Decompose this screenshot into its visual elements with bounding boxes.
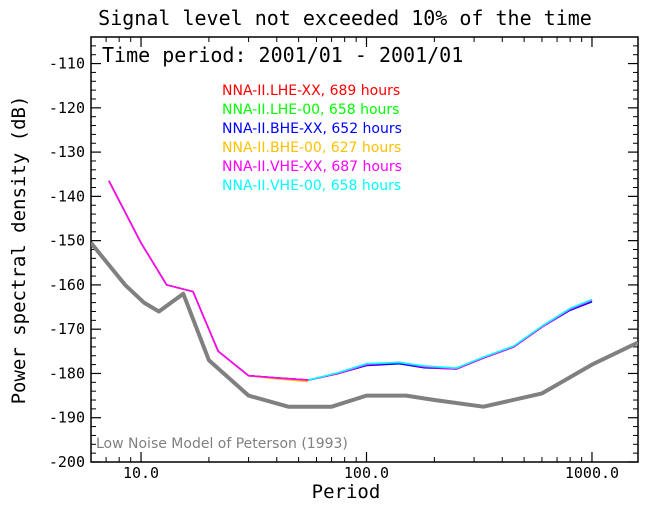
- chart-title: Signal level not exceeded 10% of the tim…: [98, 6, 592, 30]
- y-axis-label: Power spectral density (dB): [8, 96, 30, 405]
- legend-entry: NNA-II.VHE-XX, 687 hours: [222, 159, 402, 175]
- legend-entry: NNA-II.BHE-00, 627 hours: [222, 140, 401, 156]
- x-tick-label: 1000.0: [565, 464, 619, 482]
- y-tick-label: -140: [49, 187, 85, 205]
- legend-entry: NNA-II.BHE-XX, 652 hours: [222, 121, 402, 137]
- y-tick-label: -200: [49, 453, 85, 471]
- series-line-2: [108, 180, 593, 381]
- series-line-noise-model: [91, 241, 638, 409]
- y-axis: -200 -190 -180 -170 -160 -150 -140 -130 -120 -110: [49, 36, 638, 471]
- series-line-4: [108, 180, 593, 381]
- y-tick-label: -190: [49, 409, 85, 427]
- y-tick-label: -120: [49, 99, 85, 117]
- series-lines: [91, 180, 638, 409]
- model-annotation: Low Noise Model of Peterson (1993): [96, 436, 348, 452]
- x-axis: 10.0 100.0 1000.0: [90, 37, 619, 482]
- series-line-1: [108, 180, 593, 381]
- y-tick-label: -110: [49, 55, 85, 73]
- y-tick-label: -170: [49, 320, 85, 338]
- chart-subtitle: Time period: 2001/01 - 2001/01: [102, 43, 463, 67]
- legend-entry: NNA-II.VHE-00, 658 hours: [222, 178, 401, 194]
- x-tick-label: 10.0: [123, 464, 159, 482]
- legend-entry: NNA-II.LHE-00, 658 hours: [222, 102, 399, 118]
- y-tick-label: -160: [49, 276, 85, 294]
- series-line-3: [108, 180, 309, 383]
- y-tick-label: -150: [49, 232, 85, 250]
- legend: NNA-II.LHE-XX, 689 hours NNA-II.LHE-00, 6…: [222, 83, 402, 194]
- x-tick-label: 100.0: [344, 464, 389, 482]
- x-axis-label: Period: [312, 481, 381, 503]
- y-tick-label: -180: [49, 364, 85, 382]
- series-line-5: [307, 298, 593, 381]
- series-line-0: [108, 180, 593, 381]
- y-tick-label: -130: [49, 143, 85, 161]
- legend-entry: NNA-II.LHE-XX, 689 hours: [222, 83, 400, 99]
